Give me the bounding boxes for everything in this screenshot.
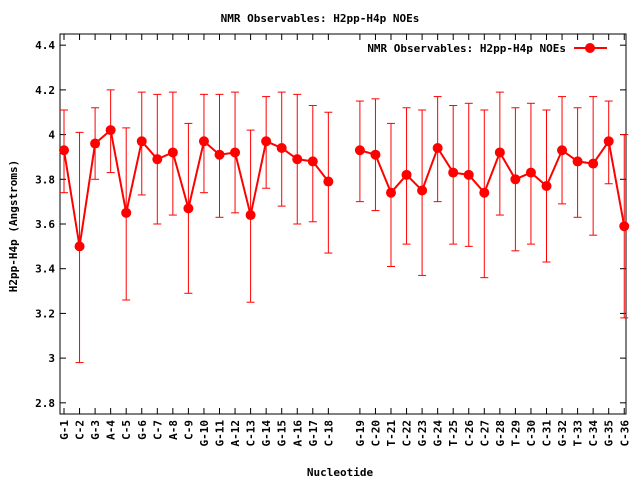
data-point xyxy=(74,241,85,252)
x-tick-label: A-12 xyxy=(229,420,242,447)
data-point xyxy=(276,143,287,153)
data-point xyxy=(261,136,272,147)
series-line xyxy=(63,128,330,247)
x-tick-label: G-15 xyxy=(276,420,289,447)
x-tick-label: G-14 xyxy=(260,420,273,447)
x-tick-label: G-10 xyxy=(198,420,211,447)
y-tick-label: 2.8 xyxy=(35,397,55,410)
x-tick-label: T-29 xyxy=(509,420,522,447)
x-tick-label: C-26 xyxy=(463,420,476,447)
x-tick-label: G-32 xyxy=(556,420,569,447)
plot-frame xyxy=(59,33,627,415)
x-tick-label: T-21 xyxy=(385,420,398,447)
x-tick-label: C-34 xyxy=(587,420,600,447)
x-tick-label: C-22 xyxy=(401,420,414,447)
x-tick-label: G-19 xyxy=(354,420,367,447)
x-tick-label: C-13 xyxy=(245,420,258,447)
legend: NMR Observables: H2pp-H4p NOEs xyxy=(367,42,607,55)
data-point xyxy=(494,147,505,158)
data-point xyxy=(152,154,163,165)
x-tick-label: C-31 xyxy=(541,420,554,447)
x-tick-label: C-9 xyxy=(182,420,195,440)
data-point xyxy=(572,156,583,167)
data-point xyxy=(588,158,599,169)
y-tick-label: 3.2 xyxy=(35,307,55,320)
x-tick-label: C-18 xyxy=(322,420,335,447)
data-point xyxy=(136,136,147,147)
data-point xyxy=(323,176,334,187)
x-tick-label: G-24 xyxy=(432,420,445,447)
data-point xyxy=(417,185,428,196)
data-point xyxy=(307,156,318,167)
series-line xyxy=(359,138,626,227)
y-tick-label: 3.4 xyxy=(35,263,55,276)
x-tick-label: G-3 xyxy=(89,420,102,440)
x-tick-label: A-4 xyxy=(105,420,118,440)
data-point xyxy=(121,207,132,218)
legend-label: NMR Observables: H2pp-H4p NOEs xyxy=(367,42,566,55)
x-tick-label: G-1 xyxy=(58,420,71,440)
x-tick-label: A-8 xyxy=(167,420,180,440)
data-point xyxy=(354,145,365,156)
y-tick-label: 4.2 xyxy=(35,84,55,97)
x-tick-label: C-36 xyxy=(618,420,631,447)
data-point xyxy=(432,143,443,153)
x-tick-label: A-16 xyxy=(291,420,304,447)
data-point xyxy=(167,147,178,158)
chart-title: NMR Observables: H2pp-H4p NOEs xyxy=(221,12,420,25)
data-point xyxy=(183,203,194,214)
data-point xyxy=(603,136,614,147)
x-tick-label: C-5 xyxy=(120,420,133,440)
y-tick-label: 3 xyxy=(48,352,55,365)
x-tick-label: G-28 xyxy=(494,420,507,447)
data-point xyxy=(401,169,412,180)
data-point xyxy=(214,149,225,160)
data-point xyxy=(370,149,381,160)
tick-layer: 2.833.23.43.63.844.24.4G-1 C-2 G-3 A-4 C-5 G-… xyxy=(35,34,631,447)
data-point xyxy=(463,169,474,180)
y-tick-label: 3.8 xyxy=(35,173,55,186)
x-tick-label: G-6 xyxy=(136,420,149,440)
data-point xyxy=(557,145,568,156)
x-tick-label: C-7 xyxy=(151,420,164,440)
x-tick-label: C-20 xyxy=(369,420,382,447)
data-point xyxy=(448,167,459,178)
x-axis-label: Nucleotide xyxy=(307,466,374,479)
x-tick-label: C-2 xyxy=(74,420,87,440)
x-tick-label: G-23 xyxy=(416,420,429,447)
data-point xyxy=(386,187,396,198)
series-layer xyxy=(59,89,630,364)
data-point xyxy=(525,167,536,178)
data-point xyxy=(90,138,101,149)
y-tick-label: 4.4 xyxy=(35,39,55,52)
x-tick-label: G-11 xyxy=(214,420,227,447)
x-tick-label: G-35 xyxy=(603,420,616,447)
x-tick-label: C-30 xyxy=(525,420,538,447)
x-tick-label: C-27 xyxy=(478,420,491,447)
data-point xyxy=(619,221,630,232)
data-point xyxy=(105,125,116,136)
x-tick-label: T-33 xyxy=(572,420,585,447)
data-point xyxy=(230,147,241,158)
x-tick-label: T-25 xyxy=(447,420,460,447)
data-point xyxy=(292,154,303,165)
data-point xyxy=(510,174,521,185)
data-point xyxy=(479,187,490,198)
legend-marker-swatch xyxy=(585,43,595,53)
data-point xyxy=(245,210,256,221)
y-tick-label: 3.6 xyxy=(35,218,55,231)
y-axis-label: H2pp-H4p (Angstroms) xyxy=(7,160,20,292)
data-point xyxy=(59,145,69,156)
data-point xyxy=(541,181,552,191)
y-tick-label: 4 xyxy=(48,129,55,142)
data-point xyxy=(198,136,209,147)
x-tick-label: G-17 xyxy=(307,420,320,447)
